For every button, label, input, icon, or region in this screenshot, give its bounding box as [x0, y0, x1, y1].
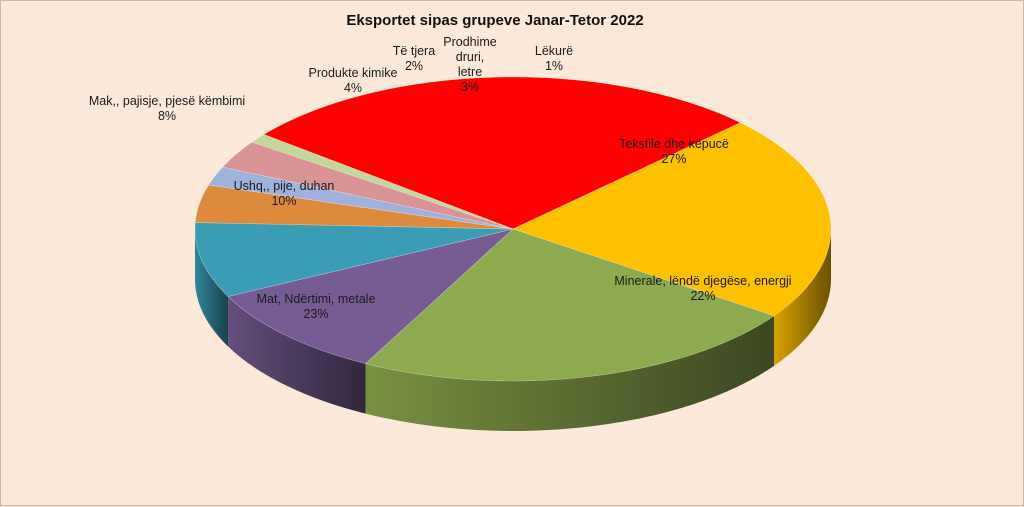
slice-lekure	[251, 134, 514, 230]
slice-te-tjera	[208, 166, 514, 230]
slice-side-mak-pajisje-pjese-kembimi	[195, 229, 229, 347]
slice-label-lekure: Lëkurë 1%	[535, 44, 573, 73]
slice-produkte-kimike	[194, 184, 514, 230]
chart-title: Eksportet sipas grupeve Janar-Tetor 2022	[346, 12, 643, 29]
slice-ushq-pije-duhan	[227, 228, 515, 364]
slice-mak-pajisje-pjese-kembimi	[194, 222, 514, 297]
slice-side-minerale-lende-djegese-energji	[774, 229, 831, 366]
pie-sides	[195, 229, 831, 431]
slice-side-mat-ndertimi-metale	[365, 315, 775, 431]
slice-label-prodhime-druri-letre: Prodhime druri, letre 3%	[443, 35, 497, 94]
slice-prodhime-druri-letre	[221, 141, 514, 230]
pie-slices	[194, 76, 832, 382]
slice-labels: Tekstile dhe këpucë 27% Minerale, lëndë dj…	[89, 35, 792, 321]
slice-label-mat-ndertimi-metale: Mat, Ndërtimi, metale 23%	[257, 292, 376, 321]
slice-tekstile-dhe-kepuce	[263, 76, 742, 230]
slice-side-ushq-pije-duhan	[228, 296, 366, 414]
slice-label-mak-pajisje-pjese-kembimi: Mak,, pajisje, pjesë këmbimi 8%	[89, 94, 245, 123]
slice-label-minerale-lende-djegese-energji: Minerale, lëndë djegëse, energji 22%	[614, 274, 791, 303]
slice-label-ushq-pije-duhan: Ushq,, pije, duhan 10%	[234, 179, 335, 208]
slice-label-tekstile-dhe-kepuce: Tekstile dhe këpucë 27%	[619, 137, 729, 166]
slice-minerale-lende-djegese-energji	[512, 122, 832, 317]
slice-mat-ndertimi-metale	[364, 228, 775, 382]
slice-label-produkte-kimike: Produkte kimike 4%	[309, 66, 398, 95]
slice-label-te-tjera: Të tjera 2%	[393, 44, 435, 73]
